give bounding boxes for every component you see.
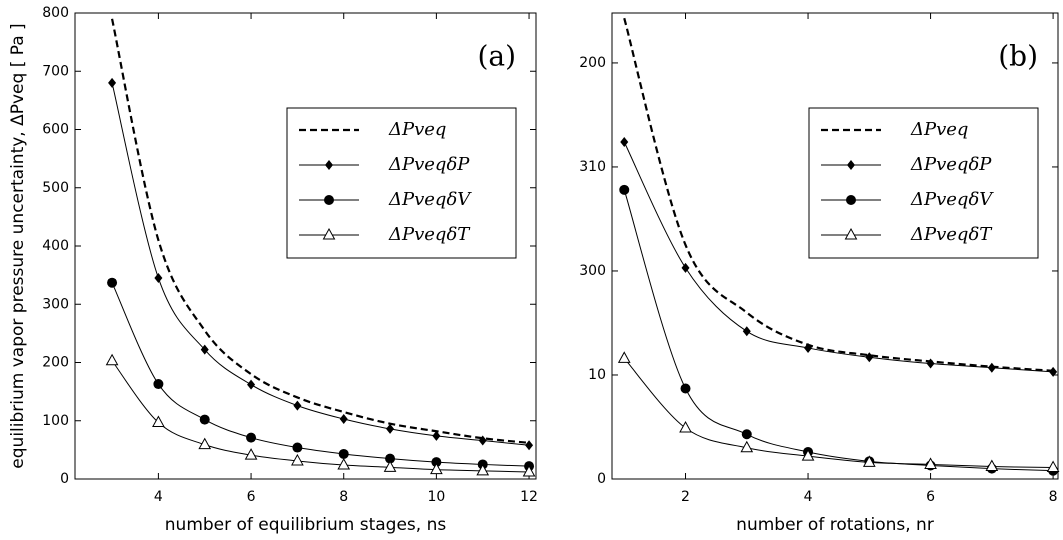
series-line	[110, 18, 530, 444]
y-tick-label: 100	[42, 413, 69, 429]
legend-marker	[325, 160, 333, 170]
data-point	[292, 442, 303, 453]
x-tick-label: 8	[1049, 489, 1058, 505]
legend-box	[808, 107, 1039, 259]
plot-frame	[611, 12, 1059, 480]
y-tick-label: 400	[42, 238, 69, 254]
data-point	[987, 362, 996, 373]
legend-box	[286, 107, 517, 259]
data-point	[337, 457, 351, 470]
data-point	[478, 435, 487, 446]
data-point	[385, 453, 396, 464]
x-tick-label: 6	[247, 489, 256, 505]
y-tick-label: 300	[579, 263, 606, 279]
data-point	[105, 353, 119, 366]
y-tick-label: 500	[42, 180, 69, 196]
data-point	[291, 453, 304, 466]
data-point	[246, 432, 257, 443]
data-point	[386, 423, 395, 434]
data-point	[620, 136, 629, 147]
data-point	[476, 463, 490, 476]
x-axis-label: number of equilibrium stages, ns	[165, 515, 447, 535]
legend-label: ΔPveq	[388, 119, 446, 140]
x-tick-label: 12	[520, 489, 538, 505]
data-point	[680, 383, 691, 394]
legend-label: ΔPveqδP	[388, 154, 470, 175]
data-point	[801, 449, 815, 461]
x-tick-label: 6	[926, 489, 935, 505]
legend-marker	[844, 227, 858, 240]
data-point	[742, 326, 751, 337]
data-point	[430, 462, 443, 475]
data-point	[619, 184, 630, 195]
series-line	[111, 360, 530, 473]
data-point	[152, 415, 165, 427]
y-axis-label: equilibrium vapor pressure uncertainty, …	[8, 23, 28, 468]
legend-label: ΔPveqδT	[910, 224, 993, 245]
x-tick-label: 4	[154, 489, 163, 505]
data-point	[244, 448, 258, 460]
data-point	[432, 430, 441, 441]
data-point	[617, 351, 631, 363]
legend-marker	[322, 227, 336, 240]
y-tick-label: 0	[60, 471, 69, 487]
data-point	[522, 464, 536, 477]
data-point	[924, 457, 937, 469]
x-axis-label: number of rotations, nr	[736, 515, 934, 535]
y-tick-label: 600	[42, 122, 69, 138]
y-tick-label: 310	[579, 159, 606, 175]
legend-label: ΔPveqδV	[910, 189, 994, 210]
y-tick-label: 0	[597, 471, 606, 487]
data-point	[107, 277, 118, 288]
data-point	[681, 262, 690, 273]
legend-label: ΔPveq	[910, 119, 968, 140]
data-point	[198, 437, 212, 450]
legend-label: ΔPveqδV	[388, 189, 472, 210]
series-line	[623, 358, 1054, 469]
y-tick-label: 300	[42, 296, 69, 312]
x-tick-label: 8	[339, 489, 348, 505]
data-point	[199, 414, 210, 425]
data-point	[679, 420, 692, 433]
data-point	[338, 448, 349, 459]
data-point	[865, 352, 874, 363]
data-point	[108, 77, 117, 88]
data-point	[339, 414, 348, 425]
data-point	[1046, 460, 1060, 473]
data-point	[740, 440, 754, 453]
annotation: (b)	[998, 40, 1038, 73]
data-point	[383, 460, 397, 472]
y-tick-label: 200	[579, 55, 606, 71]
series-line	[111, 282, 530, 467]
data-point	[985, 459, 999, 472]
data-point	[926, 358, 935, 369]
legend-marker	[847, 160, 855, 170]
data-point	[862, 455, 876, 467]
data-point	[153, 379, 164, 390]
x-tick-label: 4	[804, 489, 813, 505]
data-point	[741, 429, 752, 440]
y-tick-label: 800	[42, 5, 69, 21]
legend-label: ΔPveqδT	[388, 224, 471, 245]
data-point	[431, 457, 442, 468]
x-tick-label: 2	[681, 489, 690, 505]
y-tick-label: 700	[42, 63, 69, 79]
legend-label: ΔPveqδP	[910, 154, 992, 175]
legend-marker	[846, 195, 856, 205]
data-point	[247, 379, 256, 390]
legend-marker	[324, 195, 334, 205]
y-tick-label: 10	[588, 367, 606, 383]
data-point	[525, 440, 534, 451]
data-point	[804, 342, 813, 353]
data-point	[293, 400, 302, 411]
data-point	[200, 344, 209, 355]
data-point	[1049, 366, 1058, 377]
annotation: (a)	[477, 40, 516, 73]
x-tick-label: 10	[427, 489, 445, 505]
data-point	[154, 273, 163, 284]
y-tick-label: 200	[42, 355, 69, 371]
